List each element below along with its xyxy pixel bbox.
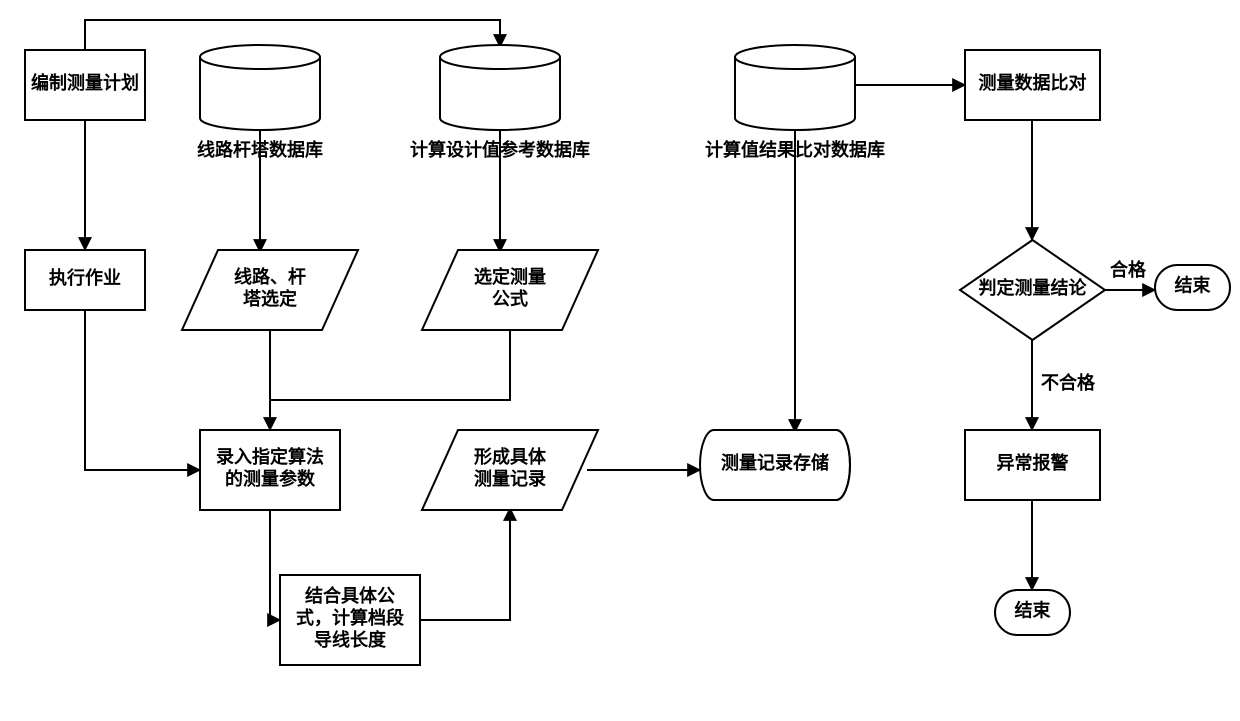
node-end1-line-0: 结束 bbox=[1175, 275, 1212, 296]
node-record-line-1: 测量记录 bbox=[474, 468, 546, 489]
node-calc-line-0: 结合具体公 bbox=[305, 585, 395, 606]
node-calc-line-2: 导线长度 bbox=[314, 629, 387, 650]
node-db1-label: 线路杆塔数据库 bbox=[197, 139, 323, 160]
node-db3-top bbox=[735, 45, 855, 69]
node-store-line-0: 测量记录存储 bbox=[721, 452, 829, 473]
node-decide-line-0: 判定测量结论 bbox=[979, 277, 1088, 298]
node-plan-line-0: 编制测量计划 bbox=[31, 72, 139, 93]
edge-calc-record bbox=[420, 508, 510, 620]
node-formula-line-1: 公式 bbox=[492, 288, 528, 309]
edge-formula-input bbox=[270, 326, 510, 430]
node-db3-label: 计算值结果比对数据库 bbox=[705, 139, 885, 160]
node-db1-top bbox=[200, 45, 320, 69]
nodes-layer: 编制测量计划执行作业 线路杆塔数据库 计算设计值参考数据库 计算值结果比对数据库线路、… bbox=[25, 45, 1230, 665]
node-sel-line-0: 线路、杆 bbox=[234, 266, 306, 287]
node-input-line-0: 录入指定算法 bbox=[216, 446, 324, 467]
node-formula-line-0: 选定测量 bbox=[474, 266, 546, 287]
edge-plan-db2 bbox=[85, 20, 500, 50]
node-db2-label: 计算设计值参考数据库 bbox=[410, 139, 590, 160]
node-end2-line-0: 结束 bbox=[1015, 600, 1052, 621]
node-compare-line-0: 测量数据比对 bbox=[979, 72, 1087, 93]
node-calc-line-1: 式，计算档段 bbox=[296, 607, 405, 628]
edge-input-calc bbox=[270, 510, 280, 620]
flowchart-canvas: 合格不合格 编制测量计划执行作业 线路杆塔数据库 计算设计值参考数据库 计算值结果比对数… bbox=[0, 0, 1240, 721]
node-exec-line-0: 执行作业 bbox=[49, 267, 121, 288]
node-input-line-1: 的测量参数 bbox=[225, 468, 316, 489]
edge-label-12: 合格 bbox=[1110, 259, 1147, 280]
node-sel-line-1: 塔选定 bbox=[243, 288, 297, 309]
node-alarm-line-0: 异常报警 bbox=[997, 452, 1069, 473]
node-db2-top bbox=[440, 45, 560, 69]
edge-exec-input bbox=[85, 310, 200, 470]
node-record-line-0: 形成具体 bbox=[474, 446, 547, 467]
edge-label-13: 不合格 bbox=[1041, 372, 1096, 393]
